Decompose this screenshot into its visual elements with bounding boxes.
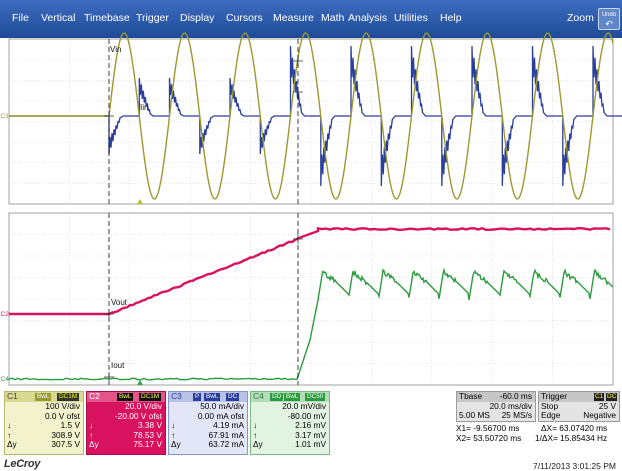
c2-tag-bwl: BwL: [117, 393, 133, 401]
c2-delta: 75.17 V: [133, 440, 162, 450]
lower-grid: [9, 213, 613, 385]
channel-c4-descriptor[interactable]: C4 DD BwL DC50 20.0 mV/div -80.00 mV ↓ 2.…: [250, 391, 330, 455]
c3-tag-probe: P: [193, 393, 201, 401]
channel-c3-descriptor[interactable]: C3 P BwL DC 50.0 mA/div 0.00 mA ofst ↓ 4.…: [168, 391, 248, 455]
timestamp: 7/11/2013 3:01:25 PM: [533, 461, 616, 471]
vin-label: Vin: [110, 45, 121, 54]
c1-delta-icon: Δy: [7, 440, 17, 450]
c4-name: C4: [253, 392, 264, 402]
trigger-descriptor[interactable]: Trigger C1 DC Stop 25 V Edge Negative: [538, 391, 620, 422]
channel-c1-descriptor[interactable]: C1 BwL DC1M 100 V/div 0.0 V ofst ↓ 1.5 V …: [4, 391, 84, 455]
cursor-x2-readout: X2= 53.50720 ms: [456, 434, 521, 444]
c4-tag-dd: DD: [270, 393, 283, 401]
c1-tag-coupling: DC1M: [57, 393, 79, 401]
trigger-type: Edge: [541, 411, 560, 421]
c4-delta-icon: Δy: [253, 440, 263, 450]
c2-delta-icon: Δy: [89, 440, 99, 450]
lecroy-logo: LeCroy: [4, 458, 40, 470]
c4-tag-bwl: BwL: [284, 393, 300, 401]
c3-tag-coupling: DC: [226, 393, 239, 401]
c3-delta: 63.72 mA: [208, 440, 244, 450]
timebase-rate: 25 MS/s: [502, 411, 532, 421]
timebase-samples: 5.00 MS: [459, 411, 490, 421]
c4-tag-coupling: DC50: [305, 393, 325, 401]
vout-label: Vout: [111, 298, 128, 307]
c4-delta: 1.01 mV: [295, 440, 326, 450]
trigger-slope: Negative: [583, 411, 616, 421]
c2-tag-coupling: DC1M: [139, 393, 161, 401]
trigger-channel: C1: [594, 393, 604, 401]
trigger-coupling: DC: [606, 393, 617, 401]
upper-grid: [9, 39, 613, 204]
cursor-invdx-readout: 1/ΔX= 15.85434 Hz: [535, 434, 607, 444]
timebase-label: Tbase: [459, 392, 482, 402]
c1-ground-marker: C1: [1, 113, 10, 120]
timebase-descriptor[interactable]: Tbase -60.0 ms 20.0 ms/div 5.00 MS 25 MS/s: [456, 391, 536, 422]
cursor-readout: X1= -9.56700 ms ΔX= 63.07420 ms X2= 53.50…: [456, 424, 622, 446]
c2-name: C2: [89, 392, 100, 402]
channel-c2-descriptor[interactable]: C2 BwL DC1M 20.0 V/div -20.00 V ofst ↓ 3.…: [86, 391, 166, 455]
c1-name: C1: [7, 392, 18, 402]
c1-tag-bwl: BwL: [35, 393, 51, 401]
iout-label: Iout: [111, 361, 125, 370]
iin-label: Iin: [140, 103, 148, 112]
c3-tag-bwl: BwL: [204, 393, 220, 401]
c3-delta-icon: Δy: [171, 440, 181, 450]
c3-name: C3: [171, 392, 182, 402]
c2-ground-marker: C2: [1, 311, 10, 318]
c1-delta: 307.5 V: [51, 440, 80, 450]
c4-ground-marker: C4: [1, 376, 10, 383]
